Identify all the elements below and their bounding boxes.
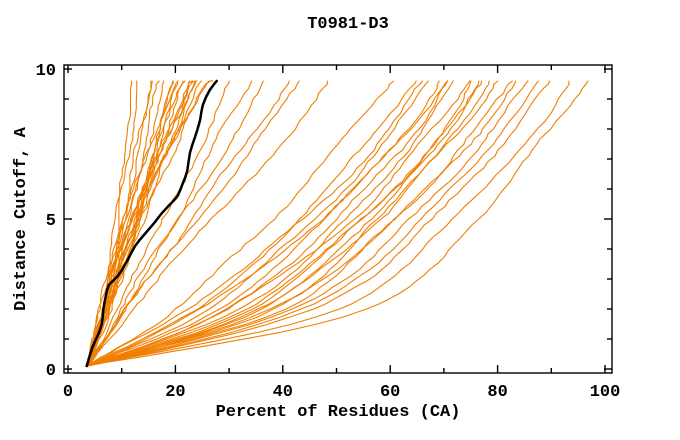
ticks-group bbox=[64, 65, 612, 373]
model-curve bbox=[86, 80, 138, 367]
x-tick-label: 60 bbox=[380, 383, 400, 402]
model-curve bbox=[85, 80, 253, 367]
model-curve bbox=[85, 80, 395, 367]
y-axis-label: Distance Cutoff, A bbox=[12, 126, 31, 310]
x-tick-label: 80 bbox=[487, 383, 507, 402]
model-curve bbox=[86, 80, 417, 367]
x-tick-label: 40 bbox=[273, 383, 293, 402]
model-curve bbox=[85, 80, 529, 367]
model-curve bbox=[85, 80, 300, 367]
model-curve bbox=[85, 80, 290, 367]
model-curve bbox=[87, 80, 483, 367]
model-curve bbox=[86, 80, 328, 367]
model-curve bbox=[87, 80, 499, 367]
model-curve bbox=[85, 80, 517, 367]
highlighted-model-curve bbox=[85, 79, 218, 368]
model-curve bbox=[85, 80, 480, 367]
model-curve bbox=[86, 80, 570, 367]
x-tick-label: 20 bbox=[165, 383, 185, 402]
x-axis-label: Percent of Residues (CA) bbox=[216, 403, 461, 422]
curves-group bbox=[84, 79, 589, 368]
model-curve bbox=[87, 80, 551, 367]
model-curve bbox=[84, 80, 210, 367]
model-curve bbox=[85, 80, 440, 367]
model-curve bbox=[86, 80, 184, 367]
model-curve bbox=[86, 80, 230, 367]
model-curve bbox=[86, 80, 153, 367]
model-curve bbox=[86, 80, 423, 367]
x-tick-label: 0 bbox=[63, 383, 73, 402]
y-tick-label: 10 bbox=[36, 62, 56, 81]
model-curve bbox=[86, 80, 214, 367]
y-tick-label: 0 bbox=[46, 362, 56, 381]
chart-title: T0981-D3 bbox=[307, 15, 389, 34]
tick-labels-group: 0 20 40 60 80 100 0 5 10 bbox=[36, 62, 621, 402]
model-curve bbox=[86, 80, 448, 367]
model-curve bbox=[86, 80, 539, 367]
x-tick-label: 100 bbox=[590, 383, 621, 402]
model-curve bbox=[86, 80, 133, 367]
y-tick-label: 5 bbox=[46, 212, 56, 231]
model-curve bbox=[86, 80, 471, 367]
model-curve bbox=[85, 80, 454, 367]
model-curve bbox=[86, 80, 197, 367]
model-curve bbox=[87, 80, 589, 367]
model-curve bbox=[85, 80, 429, 367]
model-curve bbox=[86, 80, 490, 367]
